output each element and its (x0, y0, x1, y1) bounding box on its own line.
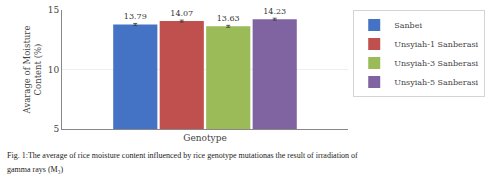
svg-text:Sanbei: Sanbei (394, 21, 422, 30)
svg-text:Unsyiah-3 Sanberasi: Unsyiah-3 Sanberasi (394, 59, 478, 68)
svg-text:Unsyiah-5 Sanberasi: Unsyiah-5 Sanberasi (394, 78, 478, 87)
svg-text:10: 10 (48, 65, 60, 75)
svg-text:14.07: 14.07 (170, 9, 193, 18)
svg-text:Genotype: Genotype (183, 133, 227, 143)
svg-text:13.79: 13.79 (124, 12, 147, 21)
svg-text:Fig. 1:The average of rice moi: Fig. 1:The average of rice moisture cont… (7, 151, 358, 160)
svg-text:13.63: 13.63 (217, 14, 240, 23)
svg-text:Avarage of MoistureContent (%): Avarage of MoistureContent (%) (22, 26, 43, 115)
svg-text:15: 15 (48, 5, 60, 15)
svg-text:14.23: 14.23 (263, 7, 286, 16)
svg-text:gamma rays (M₃): gamma rays (M₃) (7, 165, 63, 174)
svg-text:5: 5 (53, 124, 59, 134)
svg-text:Unsyiah-1 Sanberasi: Unsyiah-1 Sanberasi (394, 40, 478, 49)
